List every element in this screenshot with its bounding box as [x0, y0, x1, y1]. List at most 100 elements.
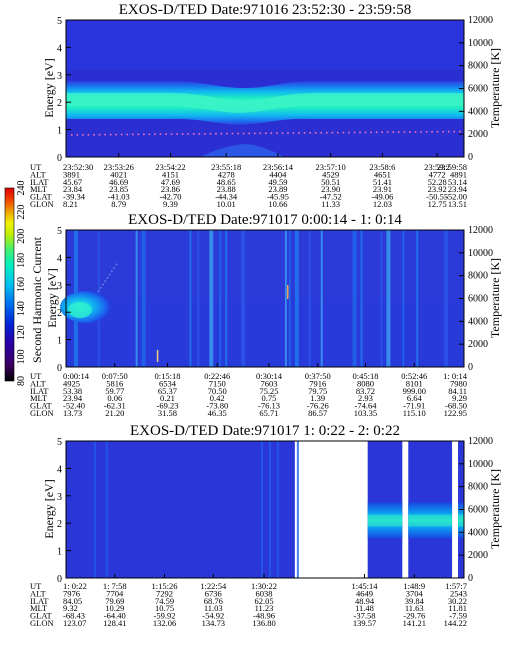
panel-1-trace-point — [181, 133, 184, 135]
panel-2-table-cell: 1.39 — [310, 393, 325, 403]
panel-2-x-ticks — [65, 363, 465, 367]
panel-3-table-cell: -64.40 — [104, 611, 126, 621]
panel-2-table-cell: -69.23 — [157, 401, 179, 411]
panel-2-table-cell: 75.25 — [259, 386, 278, 396]
panel-2-stripe — [225, 230, 228, 367]
panel-3-stripe — [261, 441, 264, 578]
panel-3-ylabel: Energy [eV] — [42, 479, 56, 538]
panel-2-table-cell: 1: 0:14 — [443, 371, 468, 381]
panel-1-trace-point — [409, 131, 411, 133]
panel-2-ytick-label: 3 — [57, 281, 62, 292]
panel-2-table-cell: 8080 — [357, 378, 374, 388]
panel-1-trace-point — [442, 130, 444, 133]
colorbar-tick-label: 200 — [16, 229, 27, 244]
panel-3-segment-core — [408, 514, 453, 527]
panel-2-row-label: ALT — [30, 378, 47, 388]
panel-3-table-cell: 11.03 — [204, 603, 223, 613]
panel-3-table-cell: 1:22:54 — [200, 581, 227, 591]
panel-2-stripe — [360, 230, 363, 367]
panel-1-table-cell: 23.85 — [109, 184, 128, 194]
panel-2-stripe — [141, 230, 146, 367]
panel-3-table-cell: 10.75 — [155, 603, 174, 613]
panel-2-blob-core — [68, 302, 92, 318]
panel-3-y-ticks: 0 1 2 3 4 5 — [57, 437, 71, 585]
panel-1-trace-point — [215, 132, 217, 135]
panel-1-y2tick-label: 8000 — [468, 61, 488, 72]
panel-2-ytick-label: 5 — [57, 226, 62, 237]
panel-1-table-cell: 4404 — [269, 169, 287, 179]
panel-3-y2tick-label: 6000 — [468, 505, 488, 516]
panel-1-trace-point — [381, 131, 383, 134]
panel-1-trace-point — [459, 130, 461, 133]
panel-1-ytick-label: 0 — [57, 153, 62, 164]
panel-2-table-cell: 6534 — [159, 378, 177, 388]
panel-1-table-cell: 11.33 — [321, 199, 340, 209]
panel-1-table-cell: -45.95 — [267, 192, 289, 202]
panel-2-ytick-label: 4 — [57, 253, 62, 264]
panel-1-temperature-trace — [71, 130, 461, 136]
panel-1-table-cell: -47.52 — [320, 192, 342, 202]
panel-1-trace-point — [420, 131, 422, 133]
panel-3-table-cell: 79.69 — [105, 596, 124, 606]
panel-1-trace-point — [159, 133, 162, 135]
panel-1-trace-point — [87, 134, 90, 136]
panel-2-table-cell: 84.11 — [448, 386, 467, 396]
panel-1-trace-point — [403, 131, 406, 133]
panel-1-trace-point — [314, 132, 317, 134]
panel-1-trace-point — [148, 133, 151, 136]
panel-1-trace-point — [131, 133, 134, 136]
panel-1-table-cell: 23.94 — [448, 184, 468, 194]
panel-2-table-cell: 0:15:18 — [154, 371, 180, 381]
panel-2-table-cell: 0.06 — [107, 393, 122, 403]
panel-2-table-cell: 0:00:14 — [63, 371, 90, 381]
panel-2-table-cell: -76.13 — [258, 401, 280, 411]
panel-1-table-cell: 23:55:18 — [211, 162, 241, 172]
panel-2-stripe — [416, 230, 419, 367]
panel-2-table-cell: -73.80 — [206, 401, 228, 411]
colorbar: Second Harmonic Current 80 100 120 140 160 18… — [4, 181, 44, 386]
panel-1-ytick-label: 5 — [57, 16, 62, 27]
panel-2-table-cell: 6.64 — [407, 393, 423, 403]
panel-1-trace-point — [143, 133, 145, 136]
panel-1-trace-point — [126, 133, 129, 136]
panel-1-table-cell: 4278 — [218, 169, 235, 179]
panel-1-table-cell: 4891 — [450, 169, 467, 179]
panel-2-stripe — [197, 230, 200, 367]
panel-2-stripe — [352, 230, 357, 367]
panel-2-table-cell: 53.38 — [63, 386, 82, 396]
panel-3-table-cell: -7.59 — [449, 611, 467, 621]
panel-2-table-cell: 21.20 — [105, 408, 124, 418]
panel-1-table-cell: 13.51 — [448, 199, 467, 209]
panel-1-table-cell: -41.03 — [108, 192, 130, 202]
panel-3-table-cell: 6038 — [256, 588, 273, 598]
panel-3-table-cell: 128.41 — [103, 618, 126, 628]
panel-2-row-label: UT — [30, 371, 42, 381]
panel-1-band-core — [66, 93, 464, 113]
panel-1-ylabel: Energy [eV] — [42, 58, 56, 117]
panel-1-y2tick-label: 4000 — [468, 106, 488, 117]
panel-3-table-cell: 62.05 — [254, 596, 273, 606]
panel-1-lower-glow — [200, 144, 285, 157]
panel-2-stripe — [219, 230, 222, 367]
panel-2-stripe — [209, 230, 214, 367]
panel-1-trace-point — [76, 134, 79, 136]
panel-1-y2tick-label: 0 — [468, 152, 473, 163]
panel-1-table-cell: 23.90 — [321, 184, 340, 194]
panel-1-table-cell: 48.65 — [217, 177, 236, 187]
colorbar-tick-label: 180 — [16, 253, 27, 268]
panel-3-stripe — [268, 441, 271, 578]
panel-2-table-cell: -68.50 — [445, 401, 467, 411]
panel-2-ylabel: Energy [eV] — [45, 268, 59, 327]
panel-1-trace-point — [276, 132, 278, 134]
panel-2-y2tick-label: 8000 — [468, 271, 488, 282]
panel-3-table-cell: 1:30:22 — [251, 581, 277, 591]
panel-1-trace-point — [436, 130, 439, 133]
panel-2-stripe — [135, 230, 138, 367]
panel-1-trace-point — [198, 133, 201, 135]
panel-2-table-cell: 0.75 — [262, 393, 277, 403]
panel-1-table-cell: 23:58:6 — [369, 162, 395, 172]
panel-3-row-label: GLON — [30, 618, 54, 628]
panel-3-row-label: ALT — [30, 588, 47, 598]
panel-1-trace-point — [398, 131, 400, 133]
panel-1-trace-point — [287, 132, 289, 134]
